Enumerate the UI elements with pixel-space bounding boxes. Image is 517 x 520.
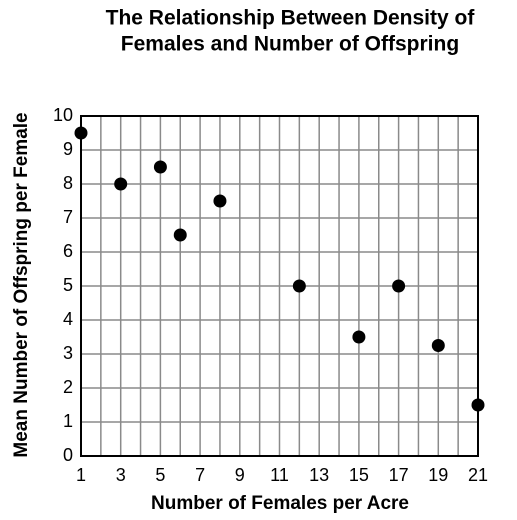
y-tick-label: 4 <box>63 309 73 329</box>
x-tick-label: 13 <box>309 465 329 485</box>
point <box>431 339 445 352</box>
point <box>74 126 88 140</box>
chart-title: The Relationship Between Density of <box>106 7 476 30</box>
y-tick-label: 6 <box>63 241 73 261</box>
x-tick-label: 3 <box>116 465 126 485</box>
plot-frame <box>80 115 479 457</box>
x-axis-label: Number of Females per Acre <box>151 493 409 514</box>
y-tick-label: 1 <box>63 411 73 431</box>
y-tick-label: 7 <box>63 207 73 227</box>
x-tick-label: 1 <box>76 465 86 485</box>
point <box>471 398 485 412</box>
y-tick-label: 2 <box>63 377 73 397</box>
y-tick-label: 3 <box>63 343 73 363</box>
point <box>352 330 366 344</box>
y-tick-label: 5 <box>63 275 73 295</box>
point <box>114 177 128 191</box>
point <box>292 279 306 293</box>
point <box>173 228 187 242</box>
y-tick-label: 10 <box>53 105 73 125</box>
point <box>213 194 227 208</box>
y-tick-label: 0 <box>63 445 73 465</box>
chart-title: Females and Number of Offspring <box>121 33 459 56</box>
x-tick-label: 19 <box>428 465 448 485</box>
y-axis-label: Mean Number of Offspring per Female <box>11 112 32 457</box>
x-tick-label: 7 <box>195 465 205 485</box>
point <box>392 279 406 293</box>
y-tick-label: 8 <box>63 173 73 193</box>
x-tick-label: 5 <box>155 465 165 485</box>
x-tick-label: 9 <box>235 465 245 485</box>
point <box>153 160 167 174</box>
x-tick-label: 11 <box>270 465 289 485</box>
x-tick-label: 17 <box>389 465 409 485</box>
y-tick-label: 9 <box>63 139 73 159</box>
x-tick-label: 21 <box>468 465 488 485</box>
x-tick-label: 15 <box>349 465 369 485</box>
